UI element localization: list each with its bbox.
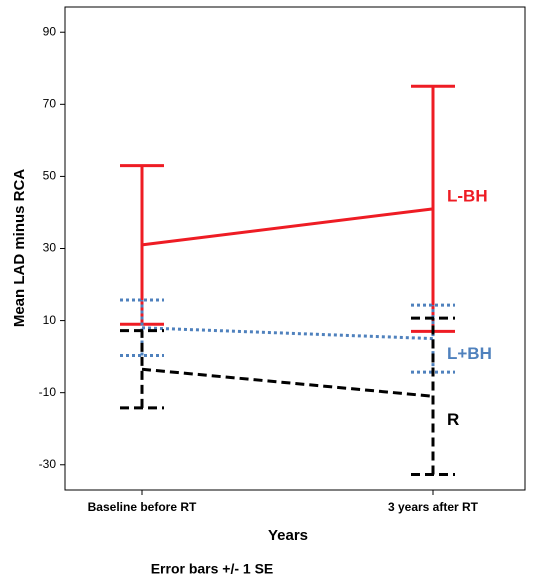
note: Error bars +/- 1 SE bbox=[151, 561, 274, 577]
error-bar bbox=[120, 329, 164, 410]
series-line bbox=[141, 326, 434, 341]
series-label: R bbox=[447, 410, 459, 429]
error-bar bbox=[411, 84, 455, 333]
error-bar bbox=[411, 316, 455, 477]
y-tick-label: -10 bbox=[39, 385, 57, 399]
y-tick-label: -30 bbox=[39, 457, 57, 471]
series-line bbox=[141, 367, 434, 398]
error-bar bbox=[120, 298, 164, 358]
y-axis-label: Mean LAD minus RCA bbox=[11, 169, 28, 328]
series-line bbox=[141, 207, 434, 247]
x-tick-label: 3 years after RT bbox=[388, 500, 479, 514]
series-label: L+BH bbox=[447, 344, 492, 363]
y-tick-label: 10 bbox=[43, 313, 57, 327]
x-tick-label: Baseline before RT bbox=[88, 500, 197, 514]
error-bar bbox=[411, 303, 455, 374]
y-tick-label: 90 bbox=[43, 24, 57, 38]
y-tick-label: 30 bbox=[43, 241, 57, 255]
y-tick-label: 70 bbox=[43, 96, 57, 110]
x-axis-label: Years bbox=[268, 527, 308, 544]
y-tick-label: 50 bbox=[43, 169, 57, 183]
series-label: L-BH bbox=[447, 186, 488, 205]
